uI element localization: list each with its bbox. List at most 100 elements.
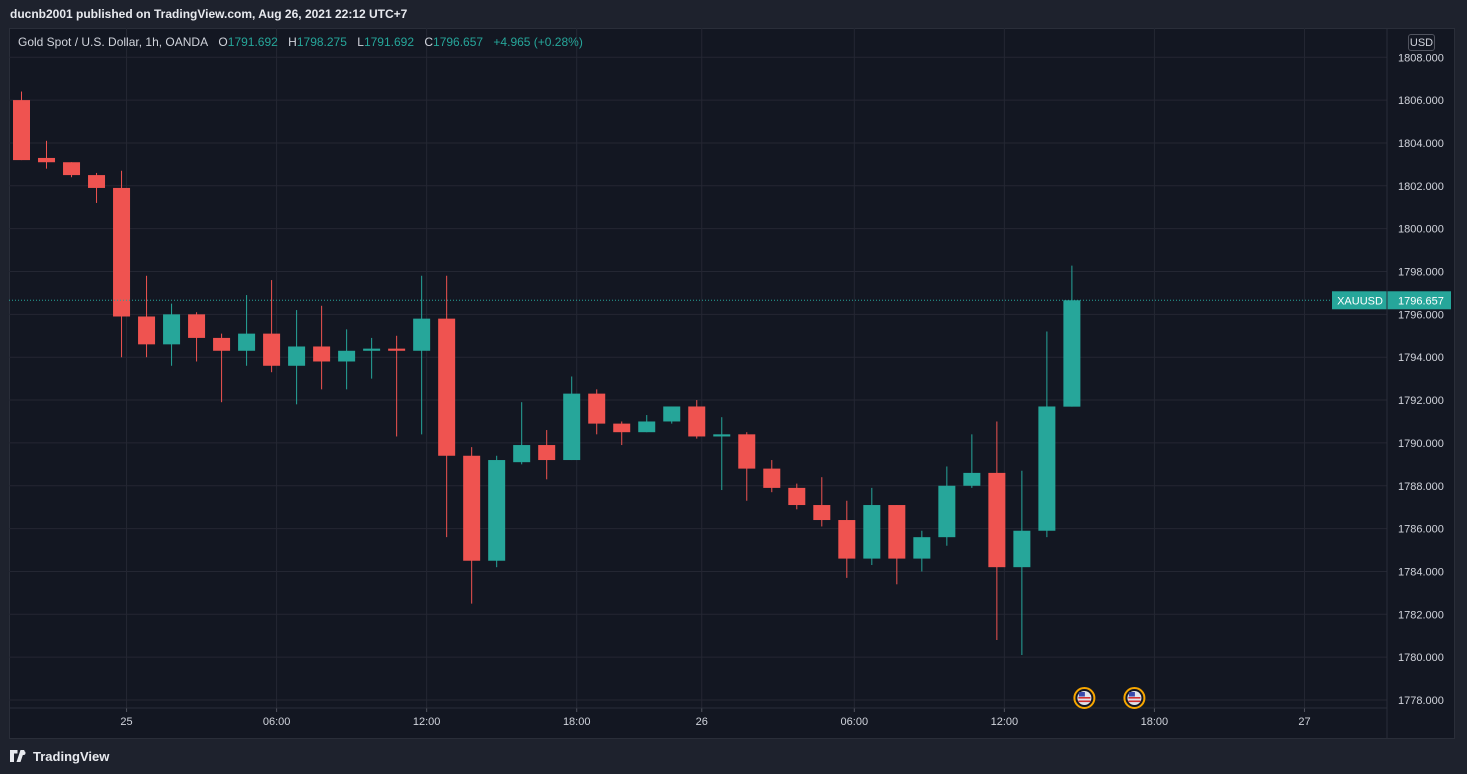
y-tick-label: 1798.000 [1398,267,1444,279]
high-value: 1798.275 [296,35,347,49]
candle-body [313,346,331,362]
symbol-label-bg [1332,291,1388,310]
candle-body [63,162,81,176]
y-tick-label: 1780.000 [1398,652,1444,664]
y-tick-label: 1782.000 [1398,609,1444,621]
candle-body [888,505,906,559]
candle [413,275,431,435]
y-tick-label: 1788.000 [1398,481,1444,493]
candle-body [113,187,131,317]
currency-button[interactable]: USD [1408,34,1435,51]
candle-body [813,505,831,521]
footer-bar [0,740,1467,774]
candle-body [163,314,181,345]
candle-body [363,348,381,351]
x-tick-label: 18:00 [563,716,591,728]
x-tick-label: 26 [696,716,708,728]
candle-body [563,393,581,461]
candle-body [613,423,631,433]
candle-body [538,445,556,461]
candle [188,312,206,362]
x-tick-label: 18:00 [1141,716,1169,728]
event-markers[interactable] [1073,687,1146,709]
axes: 1778.000 1780.000 1782.000 1784.000 1786.000… [9,28,1444,739]
candle-body [638,421,656,433]
candle [688,400,706,439]
candle-body [1038,406,1056,531]
candle-body [513,445,531,463]
candle [88,172,106,203]
price-line-overlay: XAUUSD 1796.657 [9,291,1451,310]
x-tick-label: 06:00 [841,716,869,728]
candle [763,460,781,493]
y-tick-label: 1786.000 [1398,524,1444,536]
grid-lines [9,28,1387,708]
candle [888,505,906,585]
flag-canton [1128,692,1135,697]
low-value: 1791.692 [363,35,414,49]
candle [638,415,656,433]
candle-body [438,318,456,456]
candle-body [288,346,306,366]
symbol-title[interactable]: Gold Spot / U.S. Dollar, 1h, OANDA [18,35,209,49]
tradingview-brand[interactable]: TradingView [10,747,109,765]
y-tick-label: 1808.000 [1398,52,1444,64]
candle [538,430,556,480]
candle-body [238,333,256,351]
candle [1038,331,1056,538]
candle-body [863,505,881,559]
candle [913,530,931,572]
candle [838,500,856,578]
symbol-label: XAUUSD [1337,295,1383,307]
x-tick-label: 12:00 [991,716,1019,728]
flag-stripe [1128,697,1141,699]
last-price-badge-bg [1388,291,1451,310]
candle-body [188,314,206,338]
x-tick-label: 25 [120,716,132,728]
candle [63,162,81,178]
y-tick-label: 1806.000 [1398,95,1444,107]
y-tick-label: 1802.000 [1398,181,1444,193]
y-tick-label: 1794.000 [1398,352,1444,364]
candle [1013,470,1031,656]
candle [238,295,256,366]
last-price-badge: 1796.657 [1398,295,1444,307]
us-flag-event-icon[interactable] [1073,687,1096,709]
candle-body [388,348,406,351]
candle [588,389,606,435]
x-tick-label: 27 [1298,716,1310,728]
publish-info-bar: ducnb2001 published on TradingView.com, … [0,0,1467,28]
open-label: O [218,35,228,49]
candle [213,333,231,403]
flag-stripe [1128,700,1141,703]
candle [613,421,631,446]
candle [938,466,956,546]
x-tick-label: 12:00 [413,716,441,728]
candle [988,421,1006,641]
candle [713,417,731,491]
candle-body [263,333,281,366]
low-label: L [357,35,364,49]
candle-body [1063,300,1081,407]
candle-body [838,520,856,559]
candle-body [213,337,231,351]
y-tick-label: 1778.000 [1398,695,1444,707]
candle-body [138,316,156,345]
candle [563,376,581,461]
candle [338,329,356,390]
y-tick-label: 1800.000 [1398,224,1444,236]
candle-body [88,175,106,188]
candle [488,455,506,568]
high-label: H [288,35,297,49]
tradingview-logo-icon [10,750,26,762]
candle [738,432,756,501]
candle-body [713,434,731,437]
candle [813,477,831,527]
candle [263,280,281,373]
candlestick-chart[interactable]: XAUUSD 1796.657 1778.000 1780.000 1782.000 1… [9,28,1455,739]
us-flag-event-icon[interactable] [1123,687,1146,709]
close-label: C [424,35,434,49]
candle [138,275,156,358]
candle [463,447,481,604]
open-value: 1791.692 [227,35,278,49]
